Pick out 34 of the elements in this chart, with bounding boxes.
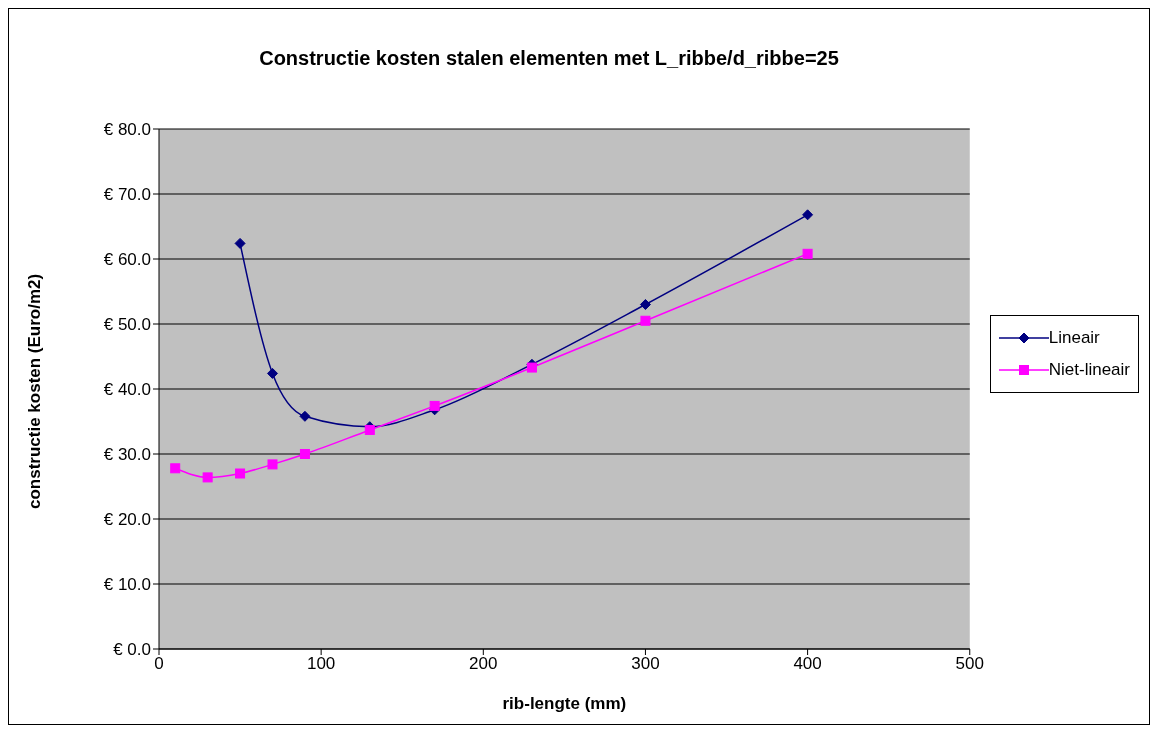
y-axis-title: constructie kosten (Euro/m2) [25, 273, 45, 509]
x-tick-label: 400 [793, 654, 822, 674]
point [267, 459, 278, 470]
point [170, 463, 181, 474]
y-tick-label: € 50.0 [103, 315, 151, 335]
chart-title: Constructie kosten stalen elementen met L_ribbe/d_ribbe=25 [258, 47, 840, 70]
y-tick-label: € 0.0 [113, 640, 151, 660]
point [526, 362, 537, 373]
legend-label: Lineair [1048, 328, 1100, 348]
point [235, 468, 246, 479]
y-tick-label: € 60.0 [103, 250, 151, 270]
y-tick-label: € 20.0 [103, 510, 151, 530]
y-tick-label: € 40.0 [103, 380, 151, 400]
point [234, 237, 246, 249]
legend-label: Niet-lineair [1048, 360, 1130, 380]
point [802, 209, 814, 221]
point [267, 367, 279, 379]
y-tick-label: € 70.0 [103, 185, 151, 205]
point [202, 472, 213, 483]
y-tick-label: € 80.0 [103, 120, 151, 140]
y-tick-label: € 30.0 [103, 445, 151, 465]
x-tick-label: 0 [154, 654, 164, 674]
point [429, 400, 440, 411]
point [802, 248, 813, 259]
x-tick-label: 200 [469, 654, 498, 674]
point [640, 315, 651, 326]
point [639, 299, 651, 310]
x-tick-label: 500 [955, 654, 984, 674]
x-tick-label: 300 [631, 654, 660, 674]
y-tick-label: € 10.0 [103, 575, 151, 595]
x-axis-title: rib-lengte (mm) [502, 694, 627, 713]
point [299, 449, 310, 459]
point [299, 410, 311, 422]
x-tick-label: 100 [306, 654, 336, 674]
